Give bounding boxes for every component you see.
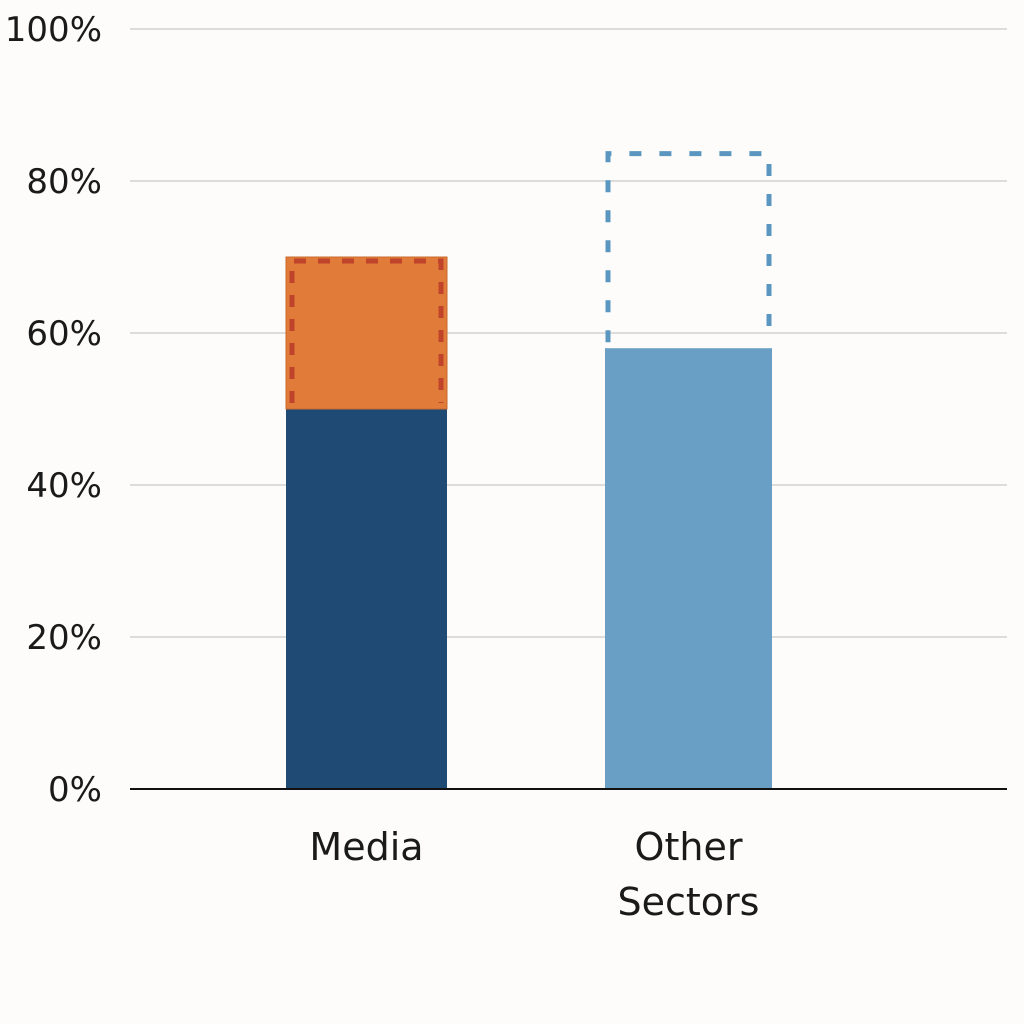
x-tick-label: Other (635, 825, 743, 869)
bar-segment (285, 256, 448, 410)
y-tick-label: 60% (26, 314, 102, 354)
y-tick-label: 100% (5, 10, 102, 50)
gridlines (130, 28, 1007, 638)
y-tick-label: 40% (26, 466, 102, 506)
y-tick-label: 20% (26, 618, 102, 658)
y-axis-ticks: 0% 20% 40% 60% 80% 100% (5, 10, 102, 810)
y-tick-label: 0% (48, 770, 102, 810)
bars (285, 151, 772, 789)
bar-segment (605, 348, 772, 789)
y-tick-label: 80% (26, 162, 102, 202)
x-tick-label: Media (309, 825, 423, 869)
bar-segment (286, 409, 447, 789)
x-tick-label: Sectors (618, 880, 760, 924)
bar-segment-dashed-outline (605, 151, 772, 343)
x-axis-labels: Media Other Sectors (309, 825, 759, 924)
bar-segment-dashed-outline (289, 258, 444, 403)
